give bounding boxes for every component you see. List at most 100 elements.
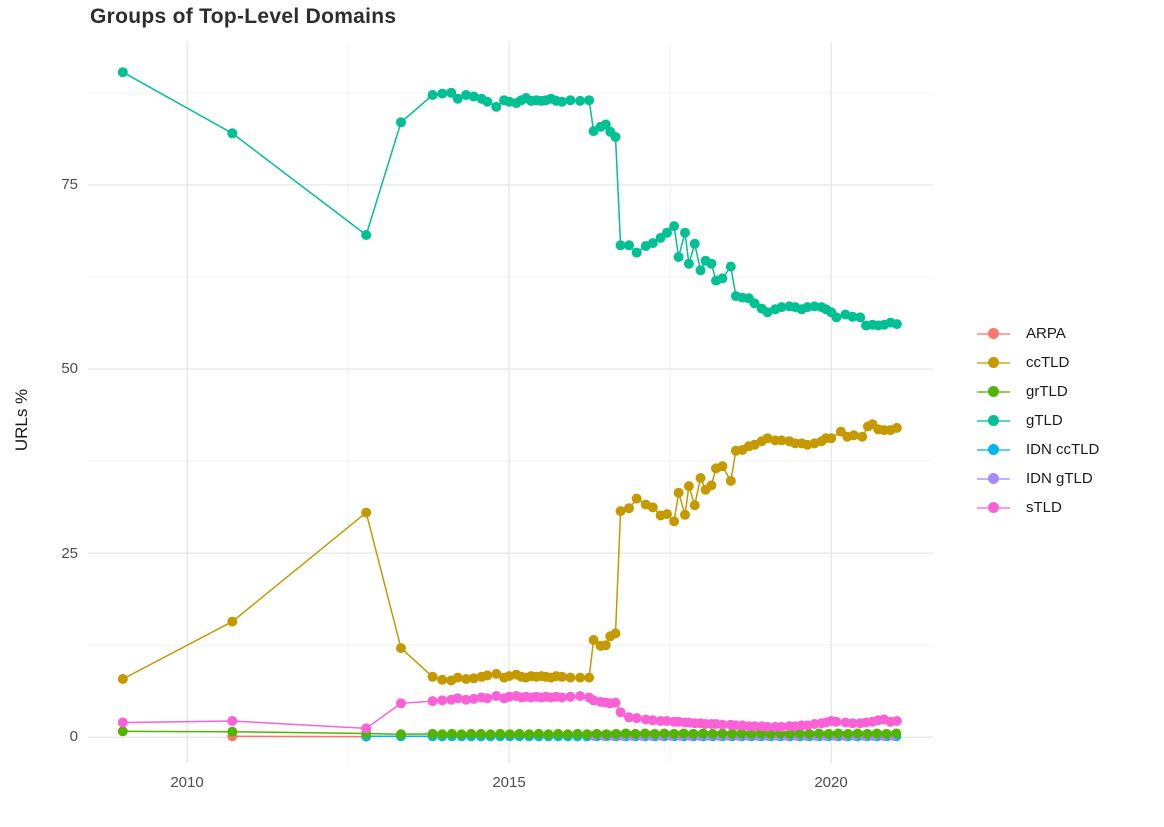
data-point	[725, 261, 736, 272]
data-point	[717, 273, 728, 284]
data-point	[543, 729, 554, 740]
data-point	[468, 91, 479, 102]
x-tick-label-2020: 2020	[814, 774, 848, 791]
data-point	[468, 673, 479, 684]
data-point	[689, 238, 700, 249]
data-point	[862, 728, 873, 739]
data-point	[776, 435, 787, 446]
data-point	[461, 90, 472, 100]
data-point	[466, 728, 477, 739]
data-point	[631, 247, 642, 258]
y-axis-title: URLs %	[12, 388, 31, 452]
data-point	[831, 716, 842, 727]
data-point	[680, 227, 690, 238]
data-point	[553, 728, 564, 739]
data-point	[669, 728, 680, 739]
data-point	[695, 265, 706, 276]
data-point	[610, 697, 621, 708]
data-point	[557, 671, 567, 682]
data-point	[575, 691, 586, 701]
data-point	[611, 728, 622, 739]
data-point	[117, 67, 128, 78]
data-point	[640, 728, 651, 739]
data-point	[662, 509, 672, 520]
data-point	[461, 674, 472, 684]
data-point	[361, 230, 372, 240]
legend-item-gtld: gTLD	[977, 406, 1099, 435]
data-point	[776, 302, 787, 313]
data-point	[437, 695, 448, 706]
legend-item-idn-cctld: IDN ccTLD	[977, 435, 1099, 464]
data-point	[227, 716, 238, 726]
legend-label: grTLD	[1026, 383, 1068, 400]
data-point	[584, 95, 595, 106]
data-point	[659, 728, 670, 739]
data-point	[669, 516, 680, 527]
x-tick-label-2015: 2015	[492, 774, 526, 791]
data-point	[396, 729, 406, 740]
data-point	[575, 95, 586, 106]
data-point	[843, 728, 853, 739]
data-point	[615, 707, 626, 718]
data-point	[891, 728, 902, 739]
legend-key-icon	[977, 354, 1010, 371]
legend-key-icon	[977, 499, 1010, 516]
data-point	[591, 728, 602, 739]
data-point	[615, 506, 626, 517]
data-point	[437, 88, 448, 99]
data-point	[794, 728, 805, 739]
y-tick-label-25: 25	[61, 545, 78, 562]
data-point	[680, 509, 690, 520]
data-point	[437, 729, 448, 740]
data-point	[572, 728, 583, 739]
data-point	[495, 728, 506, 739]
data-point	[762, 307, 773, 318]
data-point	[749, 298, 760, 309]
legend-label: gTLD	[1026, 412, 1063, 429]
legend-key-icon	[977, 383, 1010, 400]
data-point	[717, 461, 728, 472]
data-point	[673, 252, 684, 262]
data-point	[881, 728, 892, 739]
data-point	[762, 721, 773, 732]
data-point	[584, 672, 595, 683]
y-tick-label-0: 0	[69, 728, 78, 745]
data-point	[673, 487, 684, 498]
legend-item-stld: sTLD	[977, 493, 1099, 522]
data-point	[575, 672, 586, 683]
data-point	[557, 96, 567, 107]
data-point	[630, 728, 641, 739]
data-point	[624, 240, 634, 251]
data-point	[491, 668, 502, 679]
data-point	[698, 728, 709, 739]
data-point	[631, 713, 642, 724]
data-point	[227, 616, 238, 627]
legend-label: sTLD	[1026, 499, 1062, 516]
data-point	[826, 433, 837, 444]
data-point	[482, 96, 493, 107]
data-point	[683, 258, 694, 269]
data-point	[514, 728, 525, 739]
data-point	[891, 319, 902, 330]
data-point	[706, 480, 717, 491]
data-point	[746, 728, 757, 739]
data-point	[588, 635, 599, 645]
data-point	[647, 238, 658, 249]
data-point	[557, 692, 567, 703]
data-point	[857, 431, 868, 442]
data-point	[452, 693, 463, 704]
data-point	[565, 691, 576, 702]
data-point	[756, 728, 766, 739]
legend-item-grtld: grTLD	[977, 377, 1099, 406]
data-point	[689, 500, 700, 511]
data-point	[847, 311, 858, 322]
data-point	[749, 721, 760, 732]
data-point	[601, 729, 612, 740]
data-point	[855, 312, 866, 323]
data-point	[823, 728, 834, 739]
data-point	[600, 119, 611, 130]
data-point	[852, 728, 863, 739]
data-point	[491, 101, 502, 112]
data-point	[427, 728, 438, 739]
data-point	[227, 726, 238, 737]
